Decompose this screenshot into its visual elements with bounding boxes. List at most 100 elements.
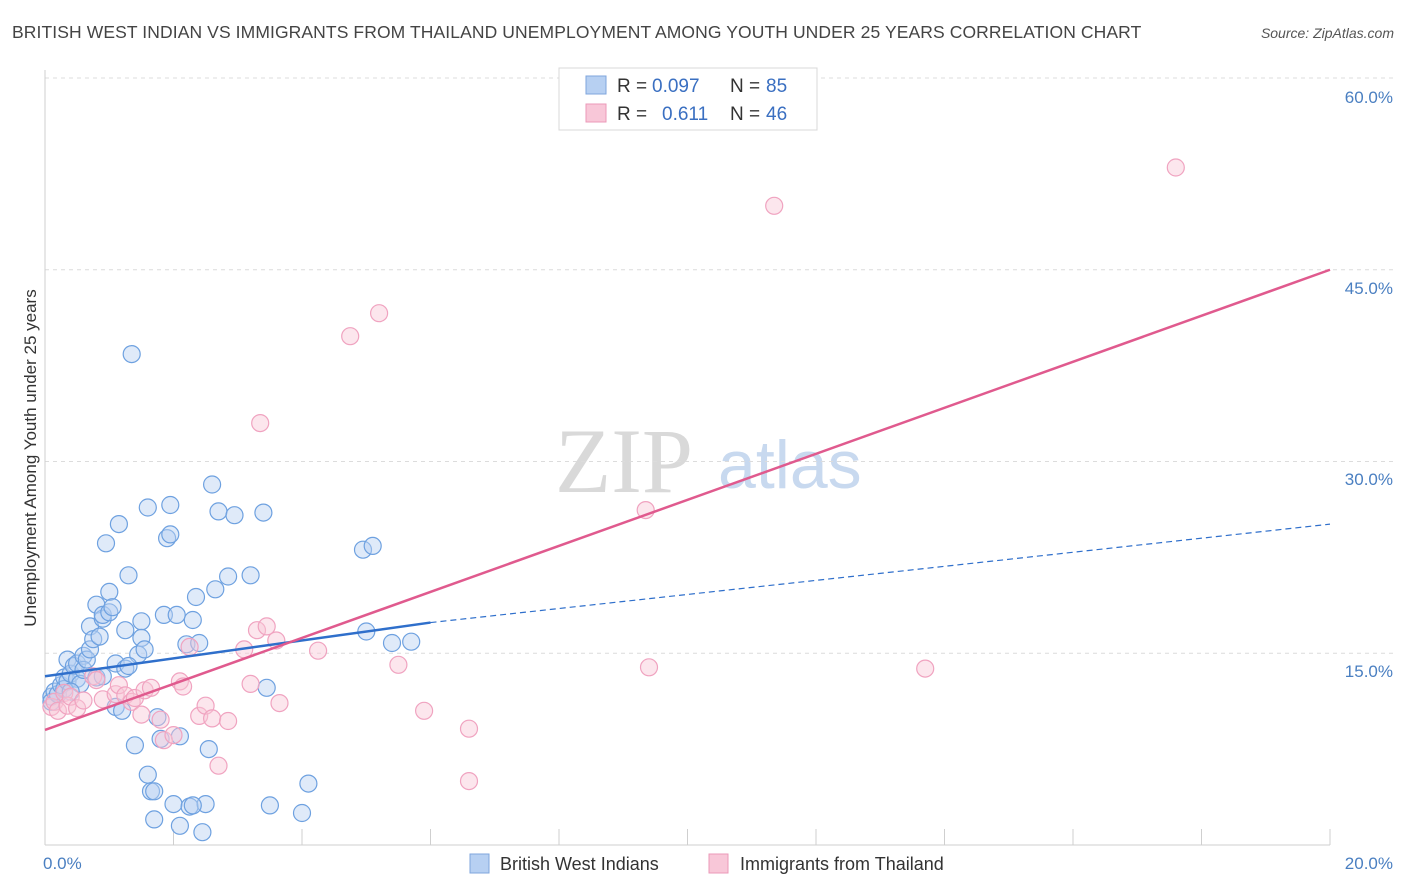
point-thai-29 (219, 711, 238, 731)
point-bwi-28 (103, 598, 122, 617)
legend-n-value-0: 85 (766, 76, 787, 97)
point-bwi-63 (199, 739, 218, 759)
point-bwi-39 (132, 612, 151, 631)
point-thai-21 (164, 725, 183, 745)
x-tick-label-0: 0.0% (43, 854, 82, 873)
point-bwi-54 (170, 816, 189, 835)
point-thai-20 (154, 731, 173, 750)
point-bwi-35 (119, 566, 138, 585)
trend-line-bwi (44, 621, 431, 678)
bottom-legend-swatch-blue (469, 853, 490, 874)
point-bwi-34 (116, 621, 135, 640)
point-thai-7 (74, 691, 93, 710)
point-bwi-70 (254, 503, 273, 522)
point-bwi-61 (193, 823, 212, 842)
point-bwi-78 (402, 632, 421, 651)
x-axis-ticks (44, 829, 1331, 845)
bottom-legend-label-1: Immigrants from Thailand (740, 854, 944, 874)
point-bwi-22 (90, 627, 109, 646)
point-bwi-52 (164, 794, 183, 814)
x-tick-label-20: 20.0% (1345, 854, 1393, 873)
point-thai-38 (341, 327, 360, 346)
point-thai-45 (639, 658, 659, 677)
point-bwi-48 (154, 605, 173, 625)
legend: R = 0.097 N = 85 R = 0.611 N = 46 (558, 67, 818, 131)
point-bwi-40 (132, 628, 151, 648)
y-tick-label-15: 15.0% (1345, 662, 1393, 681)
point-thai-12 (109, 676, 129, 695)
legend-swatch-blue (585, 75, 607, 95)
point-bwi-42 (138, 498, 157, 517)
point-thai-19 (151, 710, 170, 729)
legend-r-label-0: R = (617, 76, 647, 97)
point-thai-27 (203, 709, 222, 728)
point-thai-31 (241, 674, 260, 694)
series-immigrants-from-thailand (42, 158, 1185, 791)
point-thai-43 (459, 719, 479, 738)
point-bwi-77 (382, 633, 402, 653)
point-bwi-72 (260, 796, 279, 815)
legend-r-label-1: R = (617, 104, 647, 125)
point-bwi-51 (161, 525, 180, 544)
chart-source: Source: ZipAtlas.com (1260, 25, 1394, 41)
y-tick-label-60: 60.0% (1345, 88, 1393, 107)
bottom-legend: British West Indians Immigrants from Tha… (469, 853, 944, 874)
point-thai-16 (132, 705, 151, 724)
point-bwi-16 (77, 650, 96, 669)
watermark: ZIP atlas (555, 410, 862, 512)
series-british-west-indians (42, 345, 421, 842)
point-thai-24 (180, 637, 199, 657)
point-thai-41 (415, 701, 434, 720)
legend-r-value-1: 0.611 (662, 104, 708, 125)
point-thai-28 (209, 756, 228, 775)
point-bwi-66 (209, 502, 228, 521)
point-thai-9 (87, 670, 106, 690)
chart-title: BRITISH WEST INDIAN VS IMMIGRANTS FROM T… (12, 22, 1142, 42)
trend-lines (44, 268, 1331, 732)
point-thai-46 (765, 196, 784, 215)
point-bwi-65 (206, 580, 225, 599)
y-axis-label: Unemployment Among Youth under 25 years (21, 289, 40, 626)
point-bwi-41 (135, 640, 154, 659)
point-bwi-53 (167, 605, 186, 625)
point-thai-39 (370, 304, 389, 323)
point-bwi-80 (183, 796, 202, 815)
point-bwi-75 (363, 536, 382, 556)
bottom-legend-label-0: British West Indians (500, 854, 659, 874)
point-bwi-36 (122, 345, 141, 364)
point-bwi-68 (225, 506, 244, 525)
point-thai-32 (247, 621, 267, 640)
legend-n-value-1: 46 (766, 104, 787, 125)
point-thai-34 (257, 617, 276, 636)
point-bwi-69 (241, 566, 260, 585)
point-bwi-58 (183, 610, 202, 630)
point-thai-47 (916, 659, 935, 678)
point-thai-36 (270, 693, 289, 713)
point-thai-33 (251, 414, 270, 433)
point-bwi-67 (219, 567, 238, 586)
watermark-atlas: atlas (718, 427, 862, 503)
point-bwi-26 (100, 582, 119, 602)
legend-n-label-1: N = (730, 104, 760, 125)
point-bwi-31 (109, 514, 129, 534)
point-bwi-18 (80, 640, 100, 659)
y-tick-label-30: 30.0% (1345, 470, 1393, 489)
point-thai-42 (459, 771, 479, 791)
trend-line-bwi-extension (430, 523, 1331, 624)
point-bwi-59 (186, 587, 206, 607)
point-bwi-84 (61, 682, 80, 701)
point-bwi-37 (125, 736, 144, 755)
point-bwi-71 (257, 678, 276, 697)
point-bwi-27 (100, 603, 119, 622)
point-bwi-74 (353, 540, 373, 559)
point-thai-48 (1166, 158, 1185, 177)
point-thai-37 (309, 641, 328, 660)
point-bwi-50 (161, 495, 180, 515)
trend-line-thai (44, 268, 1331, 732)
point-bwi-73 (299, 774, 318, 793)
legend-r-value-0: 0.097 (652, 76, 700, 97)
point-bwi-45 (145, 810, 164, 829)
bottom-legend-swatch-pink (708, 853, 729, 874)
point-bwi-79 (292, 803, 312, 823)
